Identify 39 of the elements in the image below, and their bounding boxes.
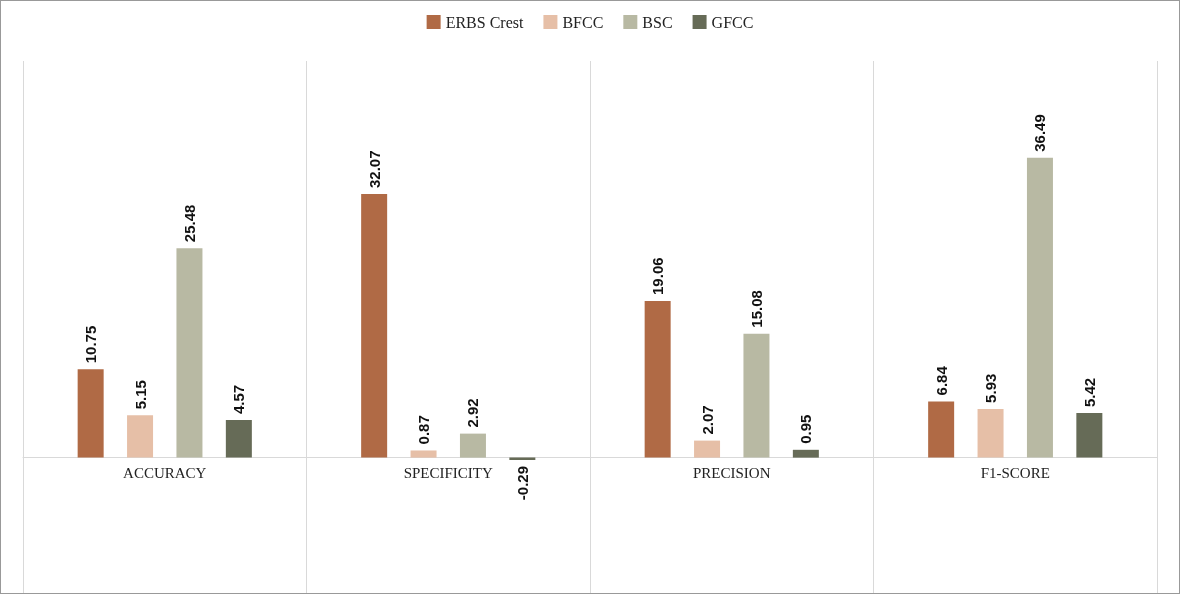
bar [410,450,437,458]
data-label: 10.75 [82,325,100,364]
data-label: 25.48 [180,204,198,243]
bar [1026,157,1053,458]
data-label: 5.15 [131,380,149,410]
data-label: 0.95 [797,414,815,444]
data-label: 2.92 [464,398,482,428]
bar [225,420,252,458]
data-label: 36.49 [1031,114,1049,152]
bar [644,300,671,458]
data-label: 5.93 [982,373,1000,403]
data-label: 32.07 [365,150,383,189]
legend-label: GFCC [711,13,754,31]
data-label: 4.57 [230,384,248,415]
data-label: 0.87 [415,415,433,445]
data-label: 19.06 [649,257,667,295]
bar [176,248,203,458]
bar [928,401,955,458]
legend-label: BFCC [562,13,604,31]
x-tick-label: ACCURACY [123,464,207,481]
bar [792,449,819,458]
bar [1076,413,1103,458]
x-tick-label: SPECIFICITY [403,464,493,481]
legend-label: BSC [642,13,673,31]
data-label: -0.29 [513,466,531,501]
bar [361,194,388,458]
bar [977,408,1004,458]
data-label: 2.07 [698,405,716,435]
bar [127,415,154,458]
x-tick-label: PRECISION [692,464,771,481]
bar [743,333,770,458]
data-label: 5.42 [1080,377,1098,408]
data-label: 15.08 [747,290,765,328]
legend-label: ERBS Crest [445,13,524,31]
bar [694,440,721,458]
bar [459,433,486,458]
x-tick-label: F1-SCORE [980,464,1050,481]
data-label: 6.84 [932,365,950,396]
bar [77,369,104,458]
